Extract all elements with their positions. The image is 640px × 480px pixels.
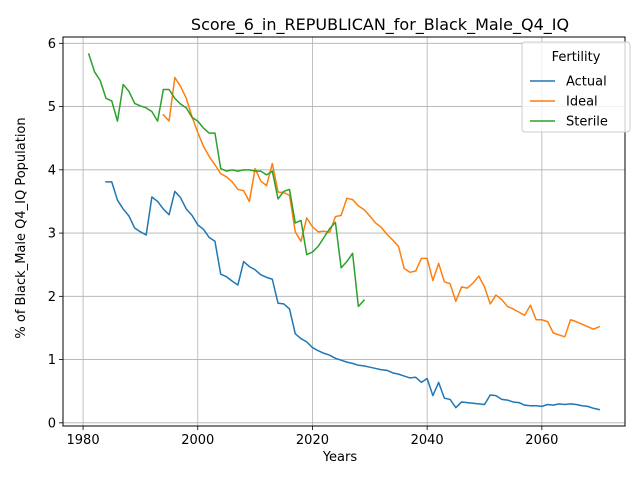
y-tick-label: 6 [48,37,56,52]
y-tick-label: 4 [48,163,56,178]
series-line-sterile [87,53,366,308]
legend-label-actual: Actual [566,75,607,90]
series-lines [87,53,601,411]
x-axis-ticks: 1980 2000 2020 2040 2060 [67,426,558,448]
chart-title: Score_6_in_REPUBLICAN_for_Black_Male_Q4_… [191,15,569,35]
legend-title: Fertility [552,50,601,65]
plot-frame [62,36,626,427]
x-tick-label: 1980 [67,433,100,448]
series-line-actual [105,181,601,411]
legend-label-sterile: Sterile [566,115,608,130]
y-tick-label: 5 [48,100,56,115]
legend-items: Actual Ideal Sterile [530,75,608,130]
legend-label-ideal: Ideal [566,95,598,110]
y-tick-label: 3 [48,227,56,242]
y-axis-ticks: 0 1 2 3 4 5 6 [48,37,63,431]
y-tick-label: 0 [48,416,56,431]
y-tick-label: 1 [48,353,56,368]
x-tick-label: 2040 [411,433,444,448]
x-axis-label: Years [322,450,358,465]
x-tick-label: 2060 [525,433,558,448]
y-tick-label: 2 [48,290,56,305]
series-line-ideal [162,76,601,338]
legend-box [521,41,631,133]
y-axis-label: % of Black_Male Q4_IQ Population [14,117,29,338]
x-tick-label: 2020 [296,433,329,448]
legend: Fertility Actual Ideal Sterile [521,41,631,133]
x-tick-label: 2000 [181,433,214,448]
